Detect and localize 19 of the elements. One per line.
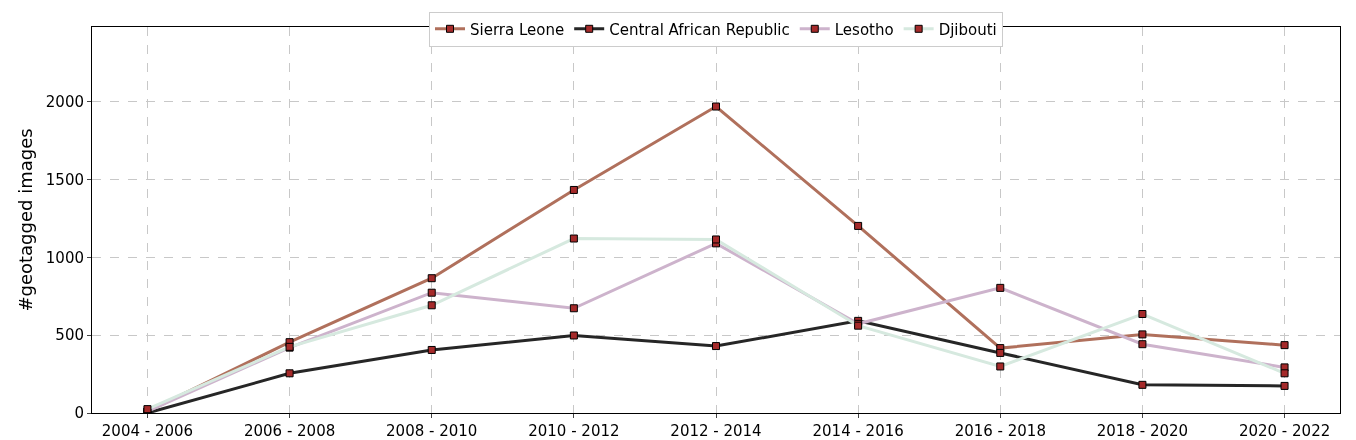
y-tick-label: 1000 — [45, 248, 84, 267]
x-tick-label: 2018 - 2020 — [1096, 422, 1189, 440]
x-tick-label: 2020 - 2022 — [1238, 422, 1331, 440]
y-tick-label: 500 — [55, 326, 84, 345]
legend-label: Lesotho — [834, 20, 894, 39]
x-tick-label: 2008 - 2010 — [386, 422, 478, 440]
legend-label: Central African Republic — [609, 20, 790, 39]
legend-label: Djibouti — [938, 20, 997, 39]
x-tick-label: 2012 - 2014 — [670, 422, 762, 440]
y-tick-label: 0 — [74, 404, 84, 423]
x-tick-label: 2006 - 2008 — [243, 422, 336, 440]
x-tick-label: 2014 - 2016 — [812, 422, 904, 440]
x-tick-label: 2004 - 2006 — [101, 422, 194, 440]
legend-label: Sierra Leone — [470, 20, 565, 39]
y-axis-title: #geotagged images — [15, 128, 37, 312]
y-tick-label: 2000 — [45, 92, 84, 111]
x-tick-label: 2010 - 2012 — [528, 422, 620, 440]
x-tick-label: 2016 - 2018 — [954, 422, 1046, 440]
y-tick-label: 1500 — [45, 170, 84, 189]
